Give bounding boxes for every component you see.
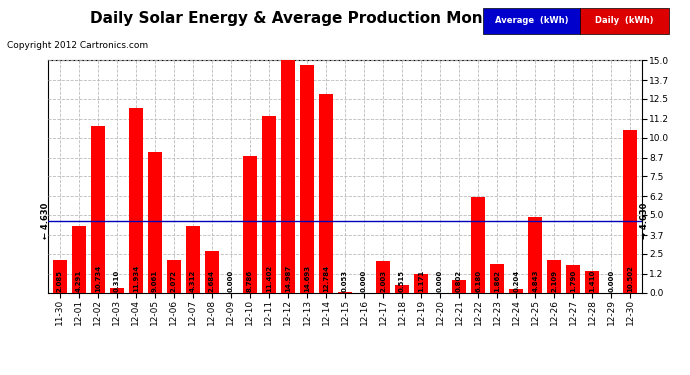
Text: 14.693: 14.693 (304, 265, 310, 292)
Bar (471, 197, 485, 292)
Text: 1.410: 1.410 (589, 269, 595, 292)
Bar (528, 217, 542, 292)
Text: 2.085: 2.085 (57, 270, 63, 292)
Text: 4.843: 4.843 (532, 269, 538, 292)
Text: 0.515: 0.515 (399, 270, 405, 292)
Text: 0.802: 0.802 (456, 270, 462, 292)
Text: 0.053: 0.053 (342, 270, 348, 292)
Text: 10.734: 10.734 (95, 264, 101, 292)
Text: Average  (kWh): Average (kWh) (495, 16, 568, 25)
Bar (148, 152, 162, 292)
Bar (281, 60, 295, 292)
Text: → 4.630: → 4.630 (640, 202, 649, 239)
Text: 1.790: 1.790 (570, 270, 576, 292)
Bar (205, 251, 219, 292)
Text: 11.934: 11.934 (132, 264, 139, 292)
Text: 2.003: 2.003 (380, 270, 386, 292)
Bar (547, 260, 562, 292)
Bar (90, 126, 105, 292)
Text: 0.204: 0.204 (513, 270, 519, 292)
Bar (566, 265, 580, 292)
Bar (110, 288, 124, 292)
Bar (585, 271, 600, 292)
Text: Daily  (kWh): Daily (kWh) (595, 16, 653, 25)
Bar (300, 65, 314, 292)
Bar (72, 226, 86, 292)
Text: 2.072: 2.072 (171, 270, 177, 292)
Bar (243, 156, 257, 292)
Text: 9.061: 9.061 (152, 270, 158, 292)
Text: Daily Solar Energy & Average Production Mon Dec 31 07:35: Daily Solar Energy & Average Production … (90, 11, 600, 26)
Text: 4.291: 4.291 (76, 270, 81, 292)
Bar (167, 260, 181, 292)
Bar (490, 264, 504, 292)
Text: 8.786: 8.786 (247, 270, 253, 292)
Text: 0.000: 0.000 (609, 270, 614, 292)
Text: 0.310: 0.310 (114, 270, 120, 292)
Text: 14.987: 14.987 (285, 264, 291, 292)
Bar (395, 285, 409, 292)
Text: 1.862: 1.862 (494, 270, 500, 292)
Bar (376, 261, 390, 292)
Text: 12.784: 12.784 (323, 265, 329, 292)
Text: 2.109: 2.109 (551, 270, 558, 292)
Bar (186, 226, 200, 292)
Text: 4.312: 4.312 (190, 270, 196, 292)
Text: 11.402: 11.402 (266, 265, 272, 292)
Bar (52, 260, 67, 292)
Text: 2.684: 2.684 (209, 270, 215, 292)
Text: 10.502: 10.502 (627, 265, 633, 292)
Text: 0.000: 0.000 (228, 270, 234, 292)
Text: 0.000: 0.000 (437, 270, 443, 292)
Bar (414, 274, 428, 292)
Text: 6.180: 6.180 (475, 270, 481, 292)
Bar (623, 130, 638, 292)
Text: ← 4.630: ← 4.630 (41, 202, 50, 239)
Bar (319, 94, 333, 292)
Bar (262, 116, 276, 292)
Bar (128, 108, 143, 292)
Text: 1.171: 1.171 (418, 270, 424, 292)
Bar (509, 290, 523, 292)
Text: 0.000: 0.000 (361, 270, 367, 292)
Text: Copyright 2012 Cartronics.com: Copyright 2012 Cartronics.com (7, 41, 148, 50)
Bar (452, 280, 466, 292)
